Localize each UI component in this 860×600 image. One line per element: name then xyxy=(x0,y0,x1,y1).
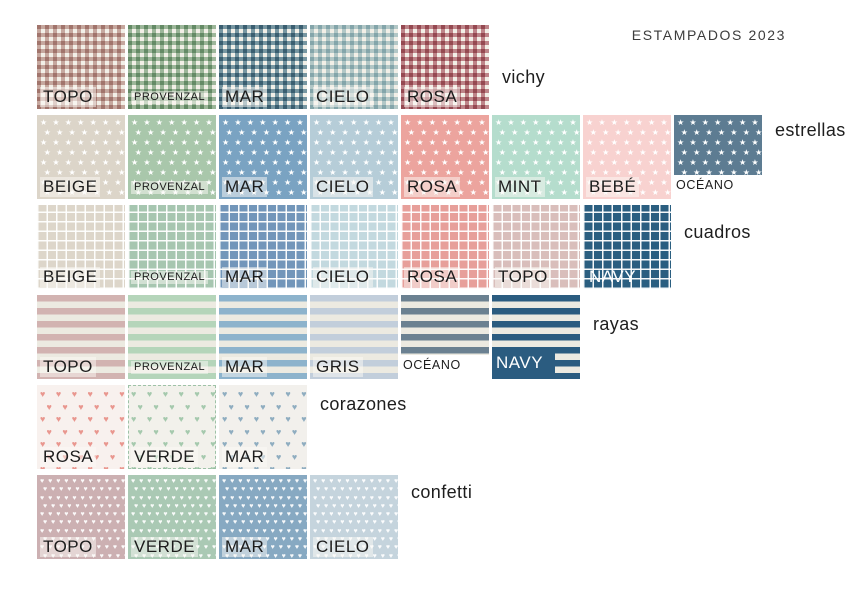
swatch-estrellas-océano: ★ ★ ★ ★ ★ ★ ★ ★ ★ ★ ★ ★ ★ ★ ★ ★ ★ ★ ★ ★ … xyxy=(674,115,762,199)
swatch-rayas-navy: NAVY xyxy=(492,295,580,379)
swatch-label: TOPO xyxy=(495,267,551,287)
swatch-label: ROSA xyxy=(40,447,97,467)
swatch-estrellas-bebé: ★ ★ ★ ★ ★ ★ ★ ★ ★ ★ ★ ★ ★ ★ ★ ★ ★ ★ ★ ★ … xyxy=(583,115,671,199)
swatch-label: NAVY xyxy=(589,267,637,287)
swatch-label: PROVENZAL xyxy=(131,361,209,374)
swatch-label: ROSA xyxy=(404,267,461,287)
swatch-label: MAR xyxy=(222,357,268,377)
pattern-name-vichy: vichy xyxy=(502,67,546,87)
pattern-stars-fill: ★ ★ ★ ★ ★ ★ ★ ★ ★ ★ ★ ★ ★ ★ ★ ★ ★ ★ ★ ★ … xyxy=(583,115,671,199)
swatch-rayas-mar: MAR xyxy=(219,295,307,379)
swatch-corazones-mar: ♥ ♥ ♥ ♥ ♥ ♥ ♥ ♥ ♥ ♥ ♥ ♥ ♥ ♥ ♥ ♥ ♥ ♥ ♥ ♥ … xyxy=(219,385,307,469)
page-title: ESTAMPADOS 2023 xyxy=(631,27,786,43)
swatch-label: OCÉANO xyxy=(676,178,734,192)
swatch-label: BEIGE xyxy=(40,177,101,197)
pattern-row-vichy: TOPO PROVENZAL MAR CIELO ROSA vichy xyxy=(37,25,860,109)
swatch-estrellas-rosa: ★ ★ ★ ★ ★ ★ ★ ★ ★ ★ ★ ★ ★ ★ ★ ★ ★ ★ ★ ★ … xyxy=(401,115,489,199)
swatch-cuadros-provenzal: PROVENZAL xyxy=(128,205,216,289)
pattern-row-cuadros: BEIGE PROVENZAL MAR CIELO ROSA TOPO NAVY cuadro… xyxy=(37,205,860,289)
swatch-label: NAVY xyxy=(492,350,556,376)
swatch-vichy-cielo: CIELO xyxy=(310,25,398,109)
swatch-label: MAR xyxy=(222,267,268,287)
pattern-name-confetti: confetti xyxy=(411,482,473,502)
swatch-rayas-topo: TOPO xyxy=(37,295,125,379)
swatch-label: PROVENZAL xyxy=(131,91,209,104)
swatch-confetti-mar: ♥ ♥ ♥ ♥ ♥ ♥ ♥ ♥ ♥ ♥ ♥ ♥ ♥ ♥ ♥ ♥ ♥ ♥ ♥ ♥ … xyxy=(219,475,307,559)
swatch-vichy-rosa: ROSA xyxy=(401,25,489,109)
pattern-row-confetti: ♥ ♥ ♥ ♥ ♥ ♥ ♥ ♥ ♥ ♥ ♥ ♥ ♥ ♥ ♥ ♥ ♥ ♥ ♥ ♥ … xyxy=(37,475,860,559)
swatch-estrellas-cielo: ★ ★ ★ ★ ★ ★ ★ ★ ★ ★ ★ ★ ★ ★ ★ ★ ★ ★ ★ ★ … xyxy=(310,115,398,199)
swatch-label: BEBÉ xyxy=(586,177,640,197)
swatch-confetti-cielo: ♥ ♥ ♥ ♥ ♥ ♥ ♥ ♥ ♥ ♥ ♥ ♥ ♥ ♥ ♥ ♥ ♥ ♥ ♥ ♥ … xyxy=(310,475,398,559)
swatch-vichy-mar: MAR xyxy=(219,25,307,109)
swatch-corazones-verde: ♥ ♥ ♥ ♥ ♥ ♥ ♥ ♥ ♥ ♥ ♥ ♥ ♥ ♥ ♥ ♥ ♥ ♥ ♥ ♥ … xyxy=(128,385,216,469)
swatch-cuadros-cielo: CIELO xyxy=(310,205,398,289)
pattern-row-rayas: TOPO PROVENZAL MAR GRIS OCÉANO NAVY rayas xyxy=(37,295,860,379)
swatch-label: MAR xyxy=(222,447,268,467)
swatch-label: CIELO xyxy=(313,177,373,197)
swatch-vichy-provenzal: PROVENZAL xyxy=(128,25,216,109)
pattern-name-rayas: rayas xyxy=(593,314,640,334)
swatch-label: MINT xyxy=(495,177,545,197)
pattern-grid-fill xyxy=(583,205,671,289)
swatch-label: TOPO xyxy=(40,537,96,557)
pattern-row-estrellas: ★ ★ ★ ★ ★ ★ ★ ★ ★ ★ ★ ★ ★ ★ ★ ★ ★ ★ ★ ★ … xyxy=(37,115,860,199)
swatch-estrellas-beige: ★ ★ ★ ★ ★ ★ ★ ★ ★ ★ ★ ★ ★ ★ ★ ★ ★ ★ ★ ★ … xyxy=(37,115,125,199)
swatch-label: GRIS xyxy=(313,357,363,377)
swatch-label: CIELO xyxy=(313,87,373,107)
swatch-label: OCÉANO xyxy=(403,358,461,372)
swatch-label: TOPO xyxy=(40,357,96,377)
pattern-stripes-fill xyxy=(401,295,489,355)
swatch-vichy-topo: TOPO xyxy=(37,25,125,109)
swatch-cuadros-navy: NAVY xyxy=(583,205,671,289)
swatch-cuadros-rosa: ROSA xyxy=(401,205,489,289)
swatch-estrellas-mint: ★ ★ ★ ★ ★ ★ ★ ★ ★ ★ ★ ★ ★ ★ ★ ★ ★ ★ ★ ★ … xyxy=(492,115,580,199)
swatch-label: MAR xyxy=(222,177,268,197)
swatch-confetti-topo: ♥ ♥ ♥ ♥ ♥ ♥ ♥ ♥ ♥ ♥ ♥ ♥ ♥ ♥ ♥ ♥ ♥ ♥ ♥ ♥ … xyxy=(37,475,125,559)
swatch-label: CIELO xyxy=(313,537,373,557)
swatch-rayas-gris: GRIS xyxy=(310,295,398,379)
pattern-row-corazones: ♥ ♥ ♥ ♥ ♥ ♥ ♥ ♥ ♥ ♥ ♥ ♥ ♥ ♥ ♥ ♥ ♥ ♥ ♥ ♥ … xyxy=(37,385,860,469)
swatch-label: PROVENZAL xyxy=(131,271,209,284)
swatch-label: BEIGE xyxy=(40,267,101,287)
swatch-label: VERDE xyxy=(131,537,199,557)
swatch-label: TOPO xyxy=(40,87,96,107)
swatch-label: CIELO xyxy=(313,267,373,287)
pattern-stars-fill: ★ ★ ★ ★ ★ ★ ★ ★ ★ ★ ★ ★ ★ ★ ★ ★ ★ ★ ★ ★ … xyxy=(674,115,762,175)
swatch-estrellas-provenzal: ★ ★ ★ ★ ★ ★ ★ ★ ★ ★ ★ ★ ★ ★ ★ ★ ★ ★ ★ ★ … xyxy=(128,115,216,199)
swatch-rayas-provenzal: PROVENZAL xyxy=(128,295,216,379)
swatch-confetti-verde: ♥ ♥ ♥ ♥ ♥ ♥ ♥ ♥ ♥ ♥ ♥ ♥ ♥ ♥ ♥ ♥ ♥ ♥ ♥ ♥ … xyxy=(128,475,216,559)
swatch-label: MAR xyxy=(222,537,268,557)
pattern-name-estrellas: estrellas xyxy=(775,120,846,140)
swatch-estrellas-mar: ★ ★ ★ ★ ★ ★ ★ ★ ★ ★ ★ ★ ★ ★ ★ ★ ★ ★ ★ ★ … xyxy=(219,115,307,199)
pattern-name-corazones: corazones xyxy=(320,394,407,414)
pattern-name-cuadros: cuadros xyxy=(684,222,751,242)
swatch-label: MAR xyxy=(222,87,268,107)
swatch-label: PROVENZAL xyxy=(131,181,209,194)
swatch-cuadros-topo: TOPO xyxy=(492,205,580,289)
swatch-label: ROSA xyxy=(404,177,461,197)
swatch-corazones-rosa: ♥ ♥ ♥ ♥ ♥ ♥ ♥ ♥ ♥ ♥ ♥ ♥ ♥ ♥ ♥ ♥ ♥ ♥ ♥ ♥ … xyxy=(37,385,125,469)
swatch-cuadros-beige: BEIGE xyxy=(37,205,125,289)
swatch-label: ROSA xyxy=(404,87,461,107)
swatch-label: VERDE xyxy=(131,447,199,467)
swatch-cuadros-mar: MAR xyxy=(219,205,307,289)
swatch-rayas-océano: OCÉANO xyxy=(401,295,489,379)
pattern-rows: TOPO PROVENZAL MAR CIELO ROSA vichy ★ ★ ★ ★ ★ … xyxy=(37,25,860,559)
